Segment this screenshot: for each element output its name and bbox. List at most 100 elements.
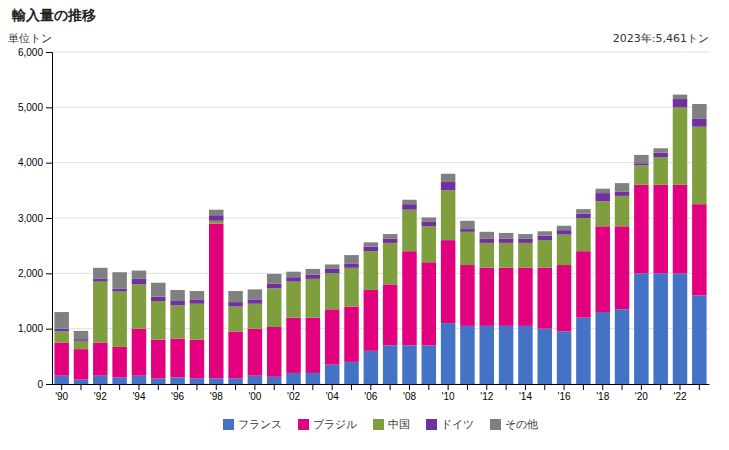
legend-label: ドイツ (441, 418, 474, 431)
bar (170, 339, 184, 378)
bars (54, 95, 706, 384)
bar (615, 191, 629, 195)
x-tick-mark (448, 384, 449, 390)
grid-line (52, 384, 709, 385)
bar (538, 268, 552, 329)
bar (325, 309, 339, 364)
bar (480, 243, 494, 268)
legend-label: フランス (238, 418, 282, 431)
bar-series (54, 95, 706, 340)
legend-swatch (223, 419, 234, 430)
bar (441, 190, 455, 240)
bar (634, 163, 648, 165)
legend-swatch (298, 419, 309, 430)
x-tick (660, 384, 661, 390)
y-tick-mark (46, 384, 52, 385)
bar (93, 282, 107, 343)
bar (692, 204, 706, 295)
legend-item: フランス (223, 418, 282, 431)
y-tick-label: 1,000 (18, 323, 43, 334)
bar (653, 157, 667, 185)
bar (209, 210, 223, 216)
bar (54, 376, 68, 384)
x-tick-mark (312, 384, 313, 390)
x-tick-label: '04 (326, 391, 339, 402)
bar (499, 238, 513, 242)
grid (52, 52, 709, 384)
x-tick: '10 (442, 384, 455, 402)
bar (576, 318, 590, 384)
bar (480, 238, 494, 242)
x-tick-mark (138, 384, 139, 390)
y-tick-mark (46, 329, 52, 330)
grid-line (52, 162, 709, 163)
x-tick-mark (486, 384, 487, 390)
x-tick-label: '10 (442, 391, 455, 402)
bar (480, 326, 494, 384)
bar-series (54, 107, 706, 349)
x-tick (351, 384, 352, 390)
legend-item: ドイツ (426, 418, 474, 431)
bar (228, 291, 242, 302)
legend-swatch (490, 419, 501, 430)
bar (653, 185, 667, 274)
bar (460, 221, 474, 229)
y-tick-label: 2,000 (18, 268, 43, 279)
bar (673, 185, 687, 274)
bar (286, 272, 300, 278)
bar (499, 233, 513, 239)
x-tick-label: '02 (287, 391, 300, 402)
bar (364, 242, 378, 246)
bar-series (54, 99, 706, 341)
bar (460, 229, 474, 232)
bar (306, 318, 320, 373)
bar (692, 118, 706, 126)
y-axis-title: 単位トン (8, 32, 52, 45)
x-tick-mark (699, 384, 700, 390)
legend-swatch (426, 419, 437, 430)
x-tick (158, 384, 159, 390)
x-tick: '20 (635, 384, 648, 402)
bar (228, 307, 242, 332)
bar (74, 339, 88, 341)
y-tick-mark (46, 273, 52, 274)
x-tick-mark (61, 384, 62, 390)
x-tick-mark (428, 384, 429, 390)
bar (460, 232, 474, 265)
x-tick: '98 (210, 384, 223, 402)
bar (402, 251, 416, 345)
x-tick-mark (583, 384, 584, 390)
x-tick (428, 384, 429, 390)
bar (499, 326, 513, 384)
x-tick-mark (196, 384, 197, 390)
bar (383, 243, 397, 285)
bar (402, 204, 416, 210)
bar (209, 224, 223, 379)
bar (306, 279, 320, 318)
bar (54, 331, 68, 342)
bar (518, 326, 532, 384)
bar (422, 226, 436, 262)
x-tick-label: '18 (596, 391, 609, 402)
x-tick-mark (467, 384, 468, 390)
x-tick-mark (216, 384, 217, 390)
bar (441, 182, 455, 190)
bar (673, 273, 687, 384)
bar (595, 189, 609, 193)
bar (538, 240, 552, 268)
bar (170, 377, 184, 384)
bar (518, 234, 532, 238)
x-tick-mark (119, 384, 120, 390)
y-axis-line (46, 53, 53, 385)
x-tick-mark (409, 384, 410, 390)
x-tick-mark (254, 384, 255, 390)
x-tick-label: '22 (673, 391, 686, 402)
legend-item: その他 (490, 418, 538, 431)
bar (344, 307, 358, 362)
x-tick: '94 (132, 384, 145, 402)
x-tick-mark (158, 384, 159, 390)
bar (557, 230, 571, 234)
bar (615, 183, 629, 191)
x-tick-label: '16 (558, 391, 571, 402)
bar (286, 373, 300, 384)
